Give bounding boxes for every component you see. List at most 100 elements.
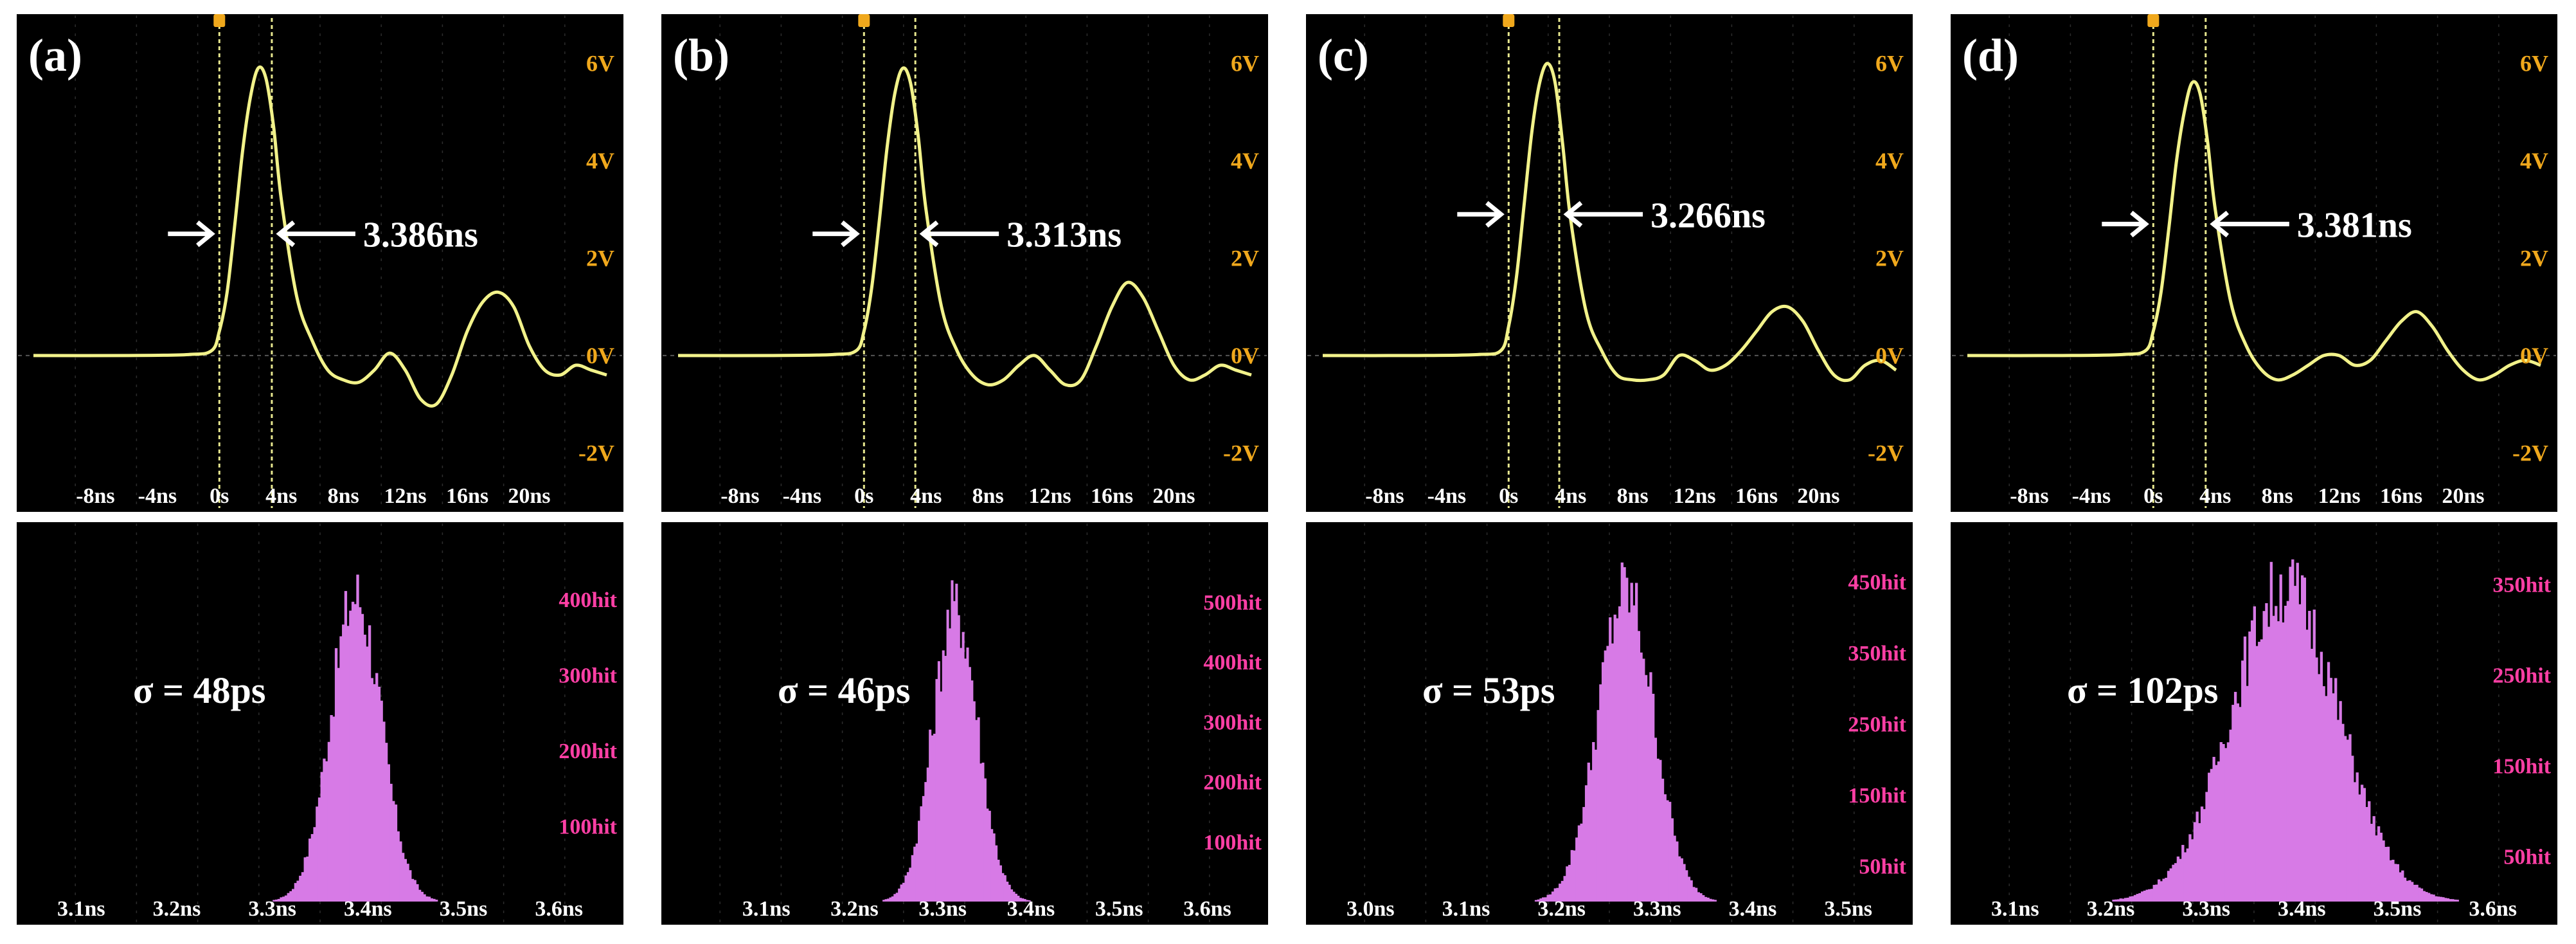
histogram-bar	[977, 717, 980, 902]
histogram-bar	[2267, 626, 2271, 902]
histogram-bar	[1673, 835, 1676, 902]
x-tick-label: -8ns	[1365, 484, 1404, 508]
histogram-bar	[1654, 738, 1658, 902]
histogram-bar	[2160, 881, 2163, 902]
histogram-bar	[960, 648, 963, 902]
histogram-bar	[2157, 879, 2161, 902]
histogram-bar	[1539, 898, 1543, 902]
x-tick-label: 0s	[1499, 484, 1518, 508]
histogram-bar	[1699, 893, 1703, 902]
histogram-bar	[1711, 899, 1715, 902]
x-tick-label: 3.1ns	[1991, 897, 2039, 921]
histogram-bar	[399, 841, 402, 902]
histogram-bar	[915, 843, 918, 902]
hit-tick-label: 450hit	[1848, 570, 1906, 594]
histogram-bar	[392, 801, 395, 902]
hit-tick-label: 200hit	[559, 740, 617, 763]
histogram-bar	[2442, 897, 2445, 902]
y-tick-label: 2V	[1231, 245, 1259, 271]
histogram-bar	[310, 834, 314, 902]
hit-tick-label: 400hit	[559, 588, 617, 612]
waveform-trace	[1967, 80, 2541, 382]
histogram-bar	[342, 624, 345, 902]
histogram-bar	[1577, 825, 1581, 902]
histogram-bar	[924, 782, 927, 902]
histogram-bar	[2346, 740, 2349, 902]
histogram-bar	[1575, 837, 1579, 902]
histogram-bar	[946, 610, 949, 902]
histogram-bar	[926, 767, 929, 902]
histogram-bar	[384, 743, 388, 902]
histogram-bar	[2300, 575, 2304, 902]
histogram-bar	[1566, 866, 1569, 902]
histogram-bar	[2308, 610, 2311, 902]
histogram-bar	[1647, 686, 1650, 902]
histogram-bar	[898, 888, 901, 902]
histogram-bar	[359, 607, 362, 902]
x-tick-label: 16ns	[446, 484, 488, 508]
histogram-bar	[1580, 823, 1583, 902]
histogram-bar	[2208, 772, 2211, 902]
x-tick-label: -4ns	[2072, 484, 2111, 508]
x-tick-label: 3.2ns	[830, 897, 879, 921]
histogram-bar	[404, 858, 407, 902]
x-tick-label: 4ns	[910, 484, 942, 508]
histogram-bar	[316, 806, 319, 902]
histogram-bar	[2176, 856, 2180, 902]
x-tick-label: 20ns	[1797, 484, 1839, 508]
x-tick-label: 12ns	[384, 484, 427, 508]
histogram-bar	[2413, 884, 2416, 902]
histogram-bar	[339, 636, 343, 902]
waveform-chart: 6V 4V 2V 0V -2V -8ns -4ns 0s 4ns 8ns 12ns 16ns 20ns (…	[656, 9, 1273, 517]
histogram-bar	[2336, 720, 2340, 902]
histogram-bar	[346, 626, 350, 902]
histogram-bar	[2382, 840, 2385, 902]
histogram-bar	[2446, 898, 2450, 902]
histogram-bar	[282, 896, 285, 902]
histogram-bar	[274, 899, 278, 902]
histogram-bar	[1694, 887, 1698, 902]
histogram-bar	[2143, 891, 2147, 902]
trigger-marker	[213, 14, 226, 27]
histogram-bar	[1666, 800, 1669, 902]
x-tick-label: 3.2ns	[153, 897, 201, 921]
hit-tick-label: 250hit	[2492, 664, 2551, 688]
waveform-chart: 6V 4V 2V 0V -2V -8ns -4ns 0s 4ns 8ns 12ns 16ns 20ns (…	[12, 9, 629, 517]
histogram-bar	[2305, 630, 2309, 902]
histogram-bar	[363, 634, 366, 902]
y-tick-label: 4V	[586, 148, 614, 174]
histogram-chart: 500hit 400hit 300hit 200hit 100hit 3.1ns 3.2ns…	[656, 517, 1273, 930]
histogram-bar	[2427, 893, 2431, 902]
histogram-bar	[1570, 849, 1573, 902]
histogram-bar	[900, 884, 903, 902]
hit-tick-label: 200hit	[1203, 771, 1262, 795]
histogram-bar	[1546, 894, 1550, 902]
x-tick-label: -8ns	[76, 484, 114, 508]
histogram-bar	[2437, 896, 2440, 902]
histogram-bar	[1573, 850, 1576, 902]
x-tick-label: 4ns	[2199, 484, 2231, 508]
y-tick-label: 0V	[1875, 343, 1904, 368]
histogram-bar	[1563, 876, 1566, 902]
histogram-bar	[2217, 761, 2221, 902]
histogram-bar	[2279, 574, 2282, 902]
histogram-bar	[416, 884, 419, 902]
histogram-bar	[979, 763, 983, 902]
panel-label: (a)	[28, 30, 82, 81]
panel-d: 6V 4V 2V 0V -2V -8ns -4ns 0s 4ns 8ns 12ns 16ns 20ns (…	[1945, 9, 2563, 930]
histogram-bar	[1616, 618, 1619, 902]
hit-tick-label: 250hit	[1848, 713, 1906, 737]
x-tick-label: 3.3ns	[2182, 897, 2230, 921]
histogram-bar	[995, 845, 998, 902]
histogram-bar	[1676, 841, 1679, 902]
histogram-bar	[2375, 835, 2378, 902]
histogram-bar	[2329, 678, 2332, 902]
histogram-bar	[1692, 887, 1695, 902]
histogram-bar	[1556, 887, 1559, 902]
histogram-bar	[2322, 686, 2325, 902]
histogram-bar	[2393, 864, 2397, 902]
y-tick-label: -2V	[1868, 440, 1904, 466]
fwhm-annotation: 3.381ns	[2297, 205, 2412, 245]
histogram-bar	[2320, 651, 2323, 902]
panel-b: 6V 4V 2V 0V -2V -8ns -4ns 0s 4ns 8ns 12ns 16ns 20ns (…	[656, 9, 1273, 930]
